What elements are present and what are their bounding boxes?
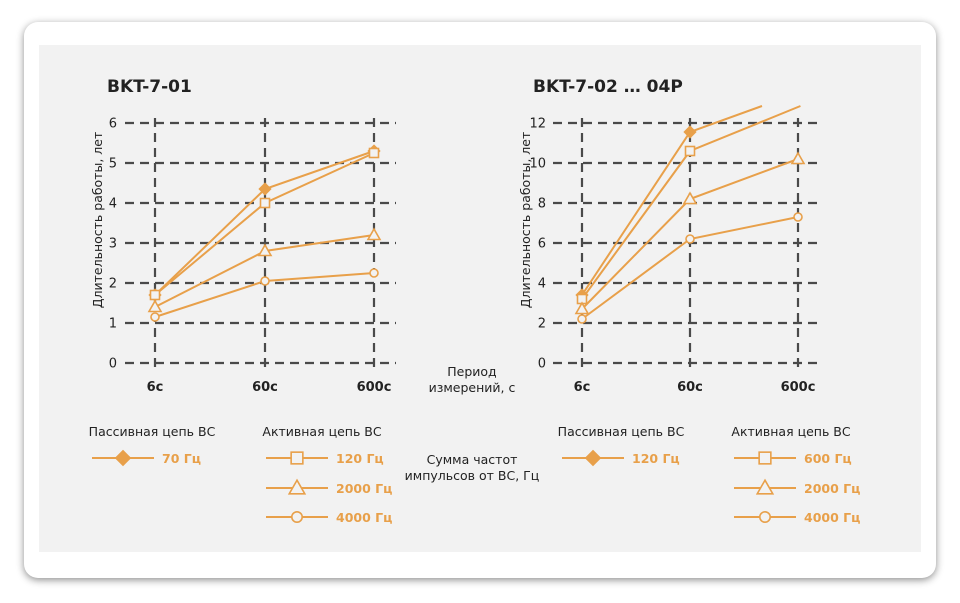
legend-marker-icon [287, 478, 307, 495]
legend-marker-icon [114, 449, 132, 467]
data-point [684, 145, 696, 157]
legend-item: 120 Гц [562, 449, 680, 467]
x-tick-label: 60c [677, 380, 703, 395]
series-2000-гц [574, 151, 806, 315]
data-point [685, 234, 695, 244]
legend-label: 70 Гц [162, 451, 201, 466]
legend-group-title: Активная цепь ВС [262, 424, 381, 439]
y-tick-label: 0 [538, 357, 546, 372]
legend-item: 70 Гц [92, 449, 201, 467]
y-tick-label: 6 [538, 237, 546, 252]
y-tick-label: 3 [109, 237, 117, 252]
legend-label: 4000 Гц [336, 510, 392, 525]
data-point [366, 227, 382, 241]
legend-label: 120 Гц [632, 451, 680, 466]
chart-title: BKT-7-01 [107, 77, 192, 97]
data-point [793, 212, 803, 222]
chart-panel [39, 45, 921, 552]
legend-item: 4000 Гц [734, 510, 860, 525]
data-point [257, 243, 273, 257]
x-tick-label: 60c [252, 380, 278, 395]
legend-marker-icon [290, 510, 303, 523]
legend-label: 2000 Гц [804, 481, 860, 496]
y-tick-label: 4 [109, 197, 117, 212]
data-point [369, 268, 379, 278]
legend-marker-icon [290, 451, 304, 465]
x-tick-label: 6c [574, 380, 591, 395]
legend-item: 120 Гц [266, 451, 384, 466]
legend-label: 120 Гц [336, 451, 384, 466]
chart-title: BKT-7-02 … 04P [533, 77, 683, 97]
legend-group-title: Пассивная цепь ВС [89, 424, 216, 439]
data-point [149, 289, 161, 301]
x-tick-label: 6c [147, 380, 164, 395]
y-tick-label: 2 [109, 277, 117, 292]
legend-item: 600 Гц [734, 451, 852, 466]
legend-marker-icon [755, 478, 775, 495]
legend-group-title: Пассивная цепь ВС [558, 424, 685, 439]
legend-item: 2000 Гц [266, 478, 392, 496]
y-tick-label: 10 [529, 157, 546, 172]
y-tick-label: 5 [109, 157, 117, 172]
series-2000-гц [147, 227, 382, 313]
data-point [147, 299, 163, 313]
legend-marker-icon [758, 510, 771, 523]
chart-bkt-7-01: BKT-7-01 0 1 2 3 4 5 6 6c 60c 600c Длительность раб… [89, 77, 396, 525]
legend-item: 2000 Гц [734, 478, 860, 496]
x-caption-line1: Период [447, 364, 496, 379]
series-120-гц [149, 147, 380, 301]
series-4000-гц [577, 212, 803, 324]
y-tick-label: 0 [109, 357, 117, 372]
data-point [574, 301, 590, 315]
data-point [258, 182, 272, 196]
data-point [259, 197, 271, 209]
legend-label: 2000 Гц [336, 481, 392, 496]
series-4000-гц [150, 268, 379, 322]
legend-item: 4000 Гц [266, 510, 392, 525]
legend-marker-icon [758, 451, 772, 465]
data-point [790, 151, 806, 165]
y-tick-label: 8 [538, 197, 546, 212]
legend-group-title: Активная цепь ВС [731, 424, 850, 439]
data-point [150, 312, 160, 322]
legend: Пассивная цепь ВС Активная цепь ВС 120 Гц 6… [558, 424, 861, 525]
legend-caption-line2: импульсов от ВС, Гц [405, 468, 540, 483]
legend-caption-line1: Сумма частот [427, 452, 518, 467]
y-tick-label: 4 [538, 277, 546, 292]
data-point [683, 125, 697, 139]
legend-label: 4000 Гц [804, 510, 860, 525]
data-point [260, 276, 270, 286]
y-tick-label: 6 [109, 117, 117, 132]
legend-marker-icon [584, 449, 602, 467]
y-axis-label: Длительность работы, лет [518, 132, 533, 309]
chart-bkt-7-02-04p: BKT-7-02 … 04P 0 2 4 6 8 10 12 6c 60c 600c Длительн… [518, 77, 860, 525]
shared-captions: Период измерений, с Сумма частот импульс… [405, 364, 540, 483]
data-point [682, 191, 698, 205]
series-line [581, 105, 763, 296]
x-tick-label: 600c [781, 380, 816, 395]
data-point [368, 147, 380, 159]
x-tick-label: 600c [357, 380, 392, 395]
x-caption-line2: измерений, с [429, 380, 516, 395]
y-tick-label: 12 [529, 117, 546, 132]
legend: Пассивная цепь ВС Активная цепь ВС 70 Гц 12… [89, 424, 393, 525]
y-tick-label: 1 [109, 317, 117, 332]
data-point [577, 314, 587, 324]
y-axis-label: Длительность работы, лет [90, 132, 105, 309]
y-tick-label: 2 [538, 317, 546, 332]
legend-label: 600 Гц [804, 451, 852, 466]
